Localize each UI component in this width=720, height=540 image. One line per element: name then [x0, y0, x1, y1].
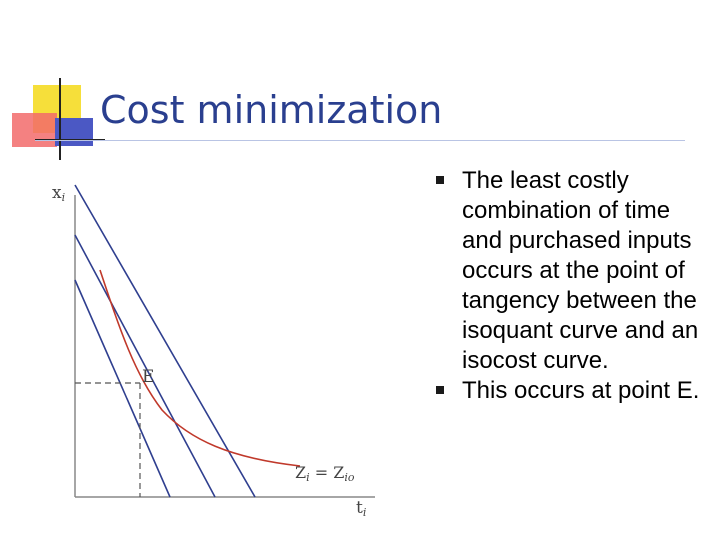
slide-logo — [12, 78, 105, 160]
isocost-line-low — [74, 279, 171, 498]
logo-blue-square — [55, 118, 93, 146]
bullet-item: The least costly combination of time and… — [436, 166, 706, 376]
logo-red-square — [12, 113, 57, 147]
y-axis-label: xi — [52, 183, 65, 204]
slide-title: Cost minimization — [100, 88, 443, 132]
x-axis-label: ti — [356, 498, 366, 519]
isocost-line-high — [74, 184, 256, 498]
bullet-item: This occurs at point E. — [436, 376, 706, 406]
isoquant-curve — [99, 269, 301, 467]
bullet-text: The least costly combination of time and… — [462, 167, 699, 374]
bullet-list: The least costly combination of time and… — [436, 166, 706, 406]
square-bullet-icon — [436, 386, 444, 394]
cost-minimization-diagram: xi ti E Zi = Zio — [52, 183, 375, 519]
isocost-line-mid — [74, 234, 216, 498]
bullet-text: This occurs at point E. — [462, 377, 700, 404]
isoquant-label: Zi = Zio — [295, 463, 355, 484]
square-bullet-icon — [436, 176, 444, 184]
title-underline — [35, 140, 685, 141]
point-e-label: E — [142, 367, 154, 387]
